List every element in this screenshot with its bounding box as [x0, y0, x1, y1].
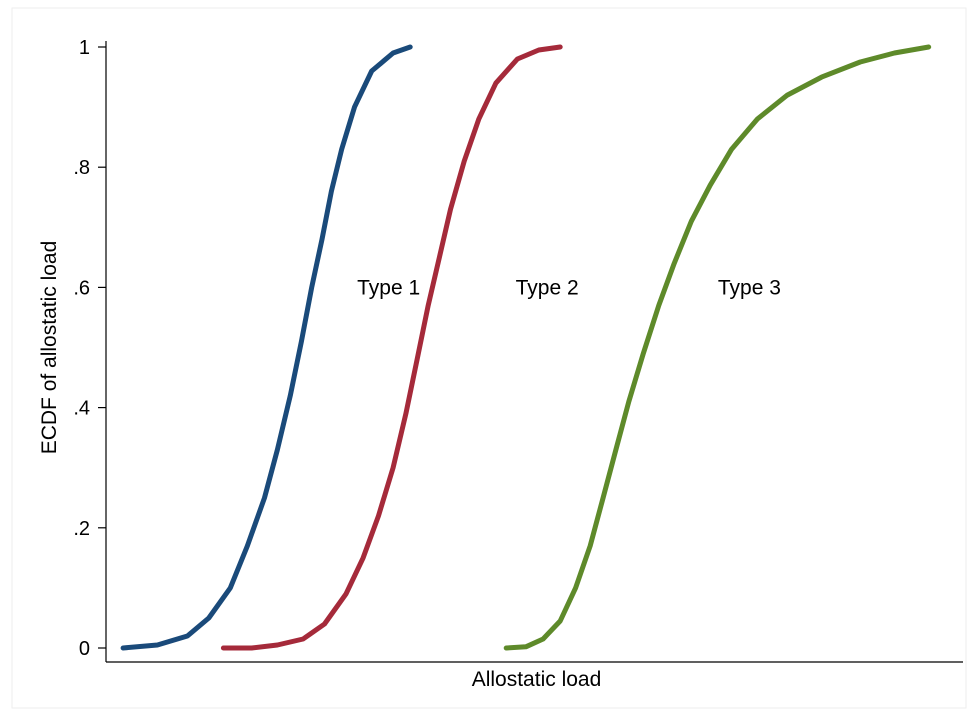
x-axis-title: Allostatic load: [472, 668, 602, 691]
series-line-type-3: [503, 44, 932, 651]
series-label-type-3: Type 3: [718, 276, 781, 299]
y-tick-label: .6: [73, 277, 90, 299]
y-tick-label: .4: [73, 398, 90, 420]
series-label-type-2: Type 2: [516, 276, 579, 299]
series-labels: Type 1 Type 2 Type 3: [357, 276, 781, 299]
y-tick-label: 1: [79, 37, 90, 59]
y-axis-ticks: 0 .2 .4 .6 .8 1: [73, 37, 106, 660]
series-line-type-1: [120, 44, 413, 651]
y-tick-label: 0: [79, 638, 90, 660]
y-tick-label: .2: [73, 518, 90, 540]
y-tick-label: .8: [73, 157, 90, 179]
series-lines: [120, 44, 932, 651]
series-label-type-1: Type 1: [357, 276, 420, 299]
graph-region: [11, 7, 967, 709]
series-line-type-2: [220, 44, 563, 651]
y-axis-title: ECDF of allostatic load: [38, 241, 61, 455]
